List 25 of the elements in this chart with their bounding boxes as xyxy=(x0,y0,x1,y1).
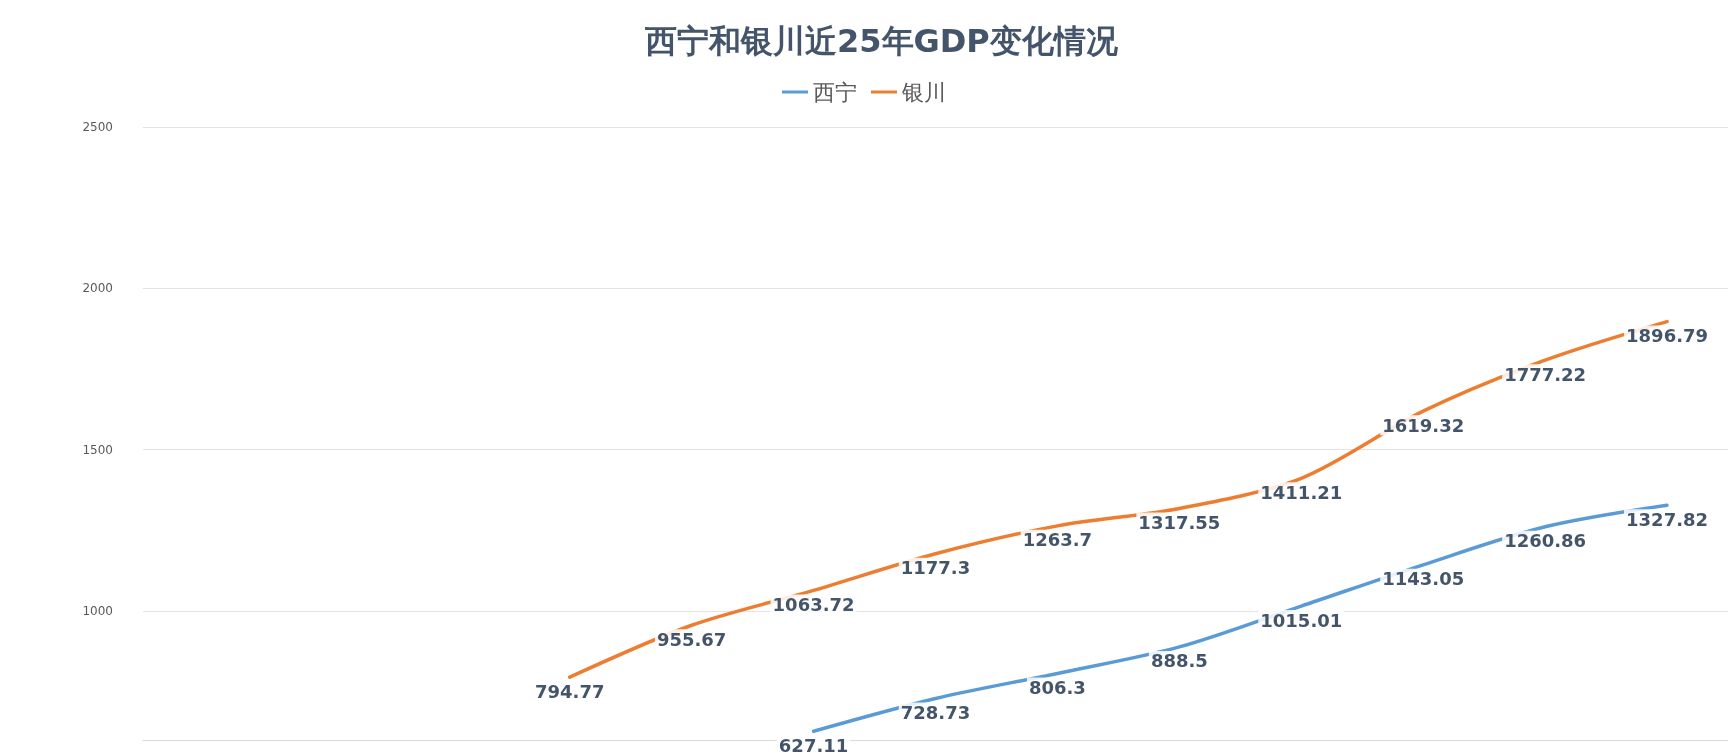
data-label: 888.5 xyxy=(1150,650,1208,672)
data-label: 1317.55 xyxy=(1138,512,1221,533)
data-label: 627.11 xyxy=(778,734,849,756)
data-label: 728.73 xyxy=(900,701,971,723)
data-label: 1177.3 xyxy=(900,557,971,579)
data-label: 1015.01 xyxy=(1260,609,1343,631)
legend-label: 银川 xyxy=(901,79,946,105)
data-label: 1619.32 xyxy=(1382,414,1465,436)
data-label: 1411.21 xyxy=(1260,481,1343,503)
y-tick-label: 2000 xyxy=(82,281,113,296)
data-label: 1327.82 xyxy=(1626,508,1709,530)
data-label: 1063.72 xyxy=(772,593,855,615)
data-label: 794.77 xyxy=(535,680,605,702)
y-tick-label: 1000 xyxy=(82,603,113,618)
data-label: 806.3 xyxy=(1028,676,1086,698)
data-label: 1777.22 xyxy=(1504,363,1587,385)
data-label: 1896.79 xyxy=(1626,325,1709,347)
data-label: 1263.7 xyxy=(1022,529,1093,551)
data-label: 955.67 xyxy=(656,628,727,650)
chart-title: 西宁和银川近25年GDP变化情况 xyxy=(644,22,1119,60)
y-tick-label: 2500 xyxy=(82,120,113,134)
y-tick-label: 1500 xyxy=(82,442,113,457)
data-label: 1260.86 xyxy=(1504,530,1587,552)
data-label: 1143.05 xyxy=(1382,568,1465,590)
legend-label: 西宁 xyxy=(813,79,857,105)
